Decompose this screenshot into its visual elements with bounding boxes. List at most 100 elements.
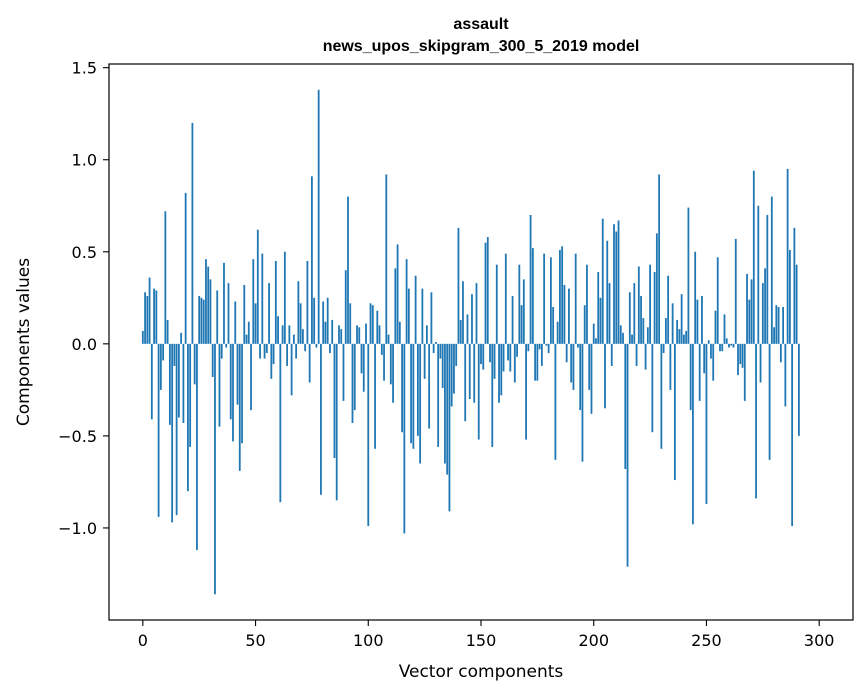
- bar-33: [216, 290, 219, 344]
- bar-256: [719, 343, 721, 352]
- bar-184: [556, 321, 559, 344]
- bar-158: [498, 343, 500, 403]
- bar-121: [414, 275, 417, 344]
- bar-136: [448, 343, 451, 512]
- bar-193: [577, 343, 579, 348]
- y-tick-label: 0.5: [72, 243, 97, 262]
- bar-288: [791, 343, 794, 527]
- bar-199: [590, 343, 593, 414]
- bar-81: [324, 321, 327, 344]
- bar-237: [676, 319, 679, 344]
- bar-160: [502, 343, 505, 372]
- bar-274: [759, 343, 762, 383]
- bar-266: [741, 343, 744, 368]
- bar-17: [180, 332, 183, 344]
- bar-62: [281, 325, 284, 344]
- bar-68: [295, 343, 298, 359]
- bar-177: [540, 343, 543, 366]
- bar-148: [475, 283, 478, 344]
- bar-102: [371, 305, 374, 344]
- bar-223: [644, 343, 647, 370]
- bar-2: [146, 295, 149, 344]
- bar-131: [437, 343, 440, 447]
- bar-248: [701, 295, 703, 344]
- bar-258: [723, 314, 726, 344]
- bar-182: [552, 307, 555, 344]
- bar-108: [385, 174, 388, 344]
- y-tick-label: −0.5: [58, 427, 97, 446]
- bar-243: [689, 343, 692, 411]
- bar-5: [153, 288, 155, 344]
- bar-124: [421, 288, 424, 344]
- bar-190: [570, 343, 573, 383]
- x-tick-label: 200: [578, 631, 609, 650]
- bar-47: [247, 321, 250, 344]
- bar-57: [270, 343, 273, 379]
- bar-125: [423, 343, 426, 379]
- bar-19: [184, 192, 187, 344]
- bar-171: [527, 343, 530, 352]
- bar-257: [721, 343, 724, 352]
- bar-231: [662, 343, 665, 354]
- bar-286: [786, 168, 789, 344]
- bar-196: [583, 305, 586, 344]
- bar-269: [748, 299, 751, 344]
- bar-287: [788, 249, 791, 344]
- bar-0: [141, 330, 144, 344]
- bar-95: [356, 325, 358, 344]
- bar-154: [489, 343, 491, 363]
- bar-117: [405, 259, 408, 344]
- bar-60: [277, 316, 279, 344]
- bar-153: [486, 237, 489, 344]
- bar-226: [651, 343, 654, 433]
- bar-8: [159, 343, 162, 390]
- bar-86: [335, 343, 338, 501]
- bar-36: [223, 262, 225, 344]
- bar-11: [166, 319, 169, 344]
- bar-123: [419, 343, 422, 464]
- bar-194: [579, 343, 582, 411]
- bar-112: [394, 268, 397, 344]
- bar-98: [362, 343, 365, 392]
- x-tick-label: 150: [466, 631, 497, 650]
- bar-20: [187, 343, 189, 492]
- bar-222: [642, 318, 645, 344]
- bar-27: [202, 299, 205, 344]
- bar-30: [209, 279, 212, 344]
- bar-254: [714, 310, 717, 344]
- bar-234: [669, 343, 672, 390]
- bar-164: [511, 295, 514, 344]
- bar-207: [608, 283, 611, 344]
- bar-185: [559, 249, 561, 344]
- bar-88: [340, 329, 343, 344]
- bar-12: [168, 343, 171, 425]
- bar-281: [775, 305, 778, 344]
- bar-78: [317, 89, 320, 344]
- bar-221: [640, 295, 642, 344]
- bar-21: [189, 343, 192, 447]
- bar-126: [425, 325, 428, 344]
- bar-260: [728, 343, 730, 348]
- bar-99: [365, 323, 367, 344]
- bar-195: [581, 343, 584, 462]
- plot-frame: [108, 63, 854, 621]
- bar-67: [292, 334, 295, 344]
- bar-261: [730, 343, 733, 346]
- bar-232: [664, 318, 667, 344]
- bar-106: [380, 343, 383, 355]
- bar-209: [613, 224, 615, 344]
- y-axis-label: Components values: [14, 258, 34, 426]
- x-tick-label: 100: [353, 631, 384, 650]
- bar-230: [660, 343, 663, 449]
- bar-224: [646, 327, 649, 344]
- bar-203: [599, 297, 602, 344]
- bar-141: [459, 319, 462, 344]
- bar-255: [716, 257, 719, 344]
- bar-264: [737, 343, 739, 376]
- x-axis-ticks: 0 50 100 150 200 250 300: [138, 620, 834, 650]
- bar-267: [743, 343, 746, 401]
- bar-82: [326, 297, 329, 344]
- bar-128: [430, 292, 433, 344]
- bar-277: [766, 214, 769, 344]
- bar-245: [694, 251, 697, 344]
